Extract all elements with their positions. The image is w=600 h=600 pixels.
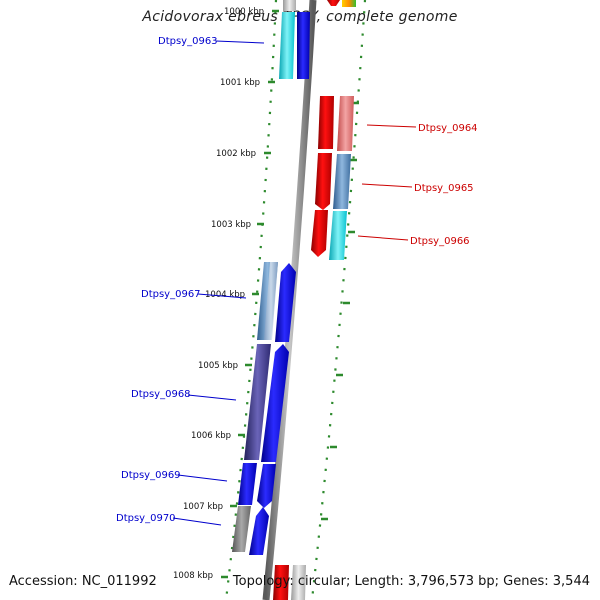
gene-0969-arrow — [257, 464, 276, 508]
gene-label-text: Dtpsy_0969 — [121, 470, 181, 481]
kbp-label: 1006 kbp — [191, 431, 231, 441]
gene-label-text: Dtpsy_0965 — [414, 183, 474, 194]
gene-label-text: Dtpsy_0968 — [131, 389, 191, 400]
gene-0965-track — [333, 154, 351, 209]
kbp-label: 1007 kbp — [183, 502, 223, 512]
gene-label-0969[interactable]: Dtpsy_0969 — [121, 470, 228, 482]
gene-0964-track — [337, 96, 354, 151]
gene-0968-arrow — [261, 344, 289, 462]
gene-0964-arrow — [318, 96, 334, 149]
kbp-label: 1003 kbp — [211, 220, 251, 230]
gene-feature — [283, 0, 296, 11]
gene-0965-arrow — [315, 153, 332, 210]
kbp-label: 1005 kbp — [198, 361, 238, 371]
gene-0966-track — [329, 211, 347, 260]
kbp-scale: 1000 kbp 1001 kbp 1002 kbp 1003 kbp 1004… — [173, 7, 279, 581]
outer-dotted-ring — [310, 0, 367, 600]
gene-0963-arrow — [297, 12, 310, 79]
gene-0963-cyan-track — [279, 12, 295, 79]
topology-text: Topology: circular; Length: 3,796,573 bp… — [232, 574, 590, 589]
kbp-label: 1004 kbp — [205, 290, 245, 300]
gene-label-text: Dtpsy_0970 — [116, 513, 176, 524]
gene-0969-track — [238, 463, 257, 505]
accession-text: Accession: NC_011992 — [9, 574, 157, 589]
gene-label-0963[interactable]: Dtpsy_0963 — [158, 36, 265, 47]
gene-label-0966[interactable]: Dtpsy_0966 — [357, 235, 470, 247]
gene-label-0967[interactable]: Dtpsy_0967 — [141, 289, 247, 300]
gene-label-0965[interactable]: Dtpsy_0965 — [361, 183, 474, 194]
gene-feature — [273, 565, 289, 600]
kbp-label: 1000 kbp — [224, 7, 264, 17]
kbp-label: 1002 kbp — [216, 149, 256, 159]
gene-label-0964[interactable]: Dtpsy_0964 — [366, 123, 478, 134]
gene-label-text: Dtpsy_0966 — [410, 236, 470, 247]
gene-label-text: Dtpsy_0967 — [141, 289, 201, 300]
gene-label-text: Dtpsy_0963 — [158, 36, 218, 47]
gene-0966-arrow — [311, 210, 328, 257]
kbp-label: 1008 kbp — [173, 571, 213, 581]
gene-feature — [291, 565, 306, 600]
gene-label-text: Dtpsy_0964 — [418, 123, 478, 134]
gene-0968-track — [244, 344, 271, 460]
kbp-label: 1001 kbp — [220, 78, 260, 88]
gene-0967-arrow — [275, 263, 296, 342]
gene-label-0968[interactable]: Dtpsy_0968 — [131, 389, 237, 401]
gene-0967-pale — [264, 262, 278, 340]
gene-0970-arrow — [249, 507, 269, 555]
gene-label-0970[interactable]: Dtpsy_0970 — [116, 513, 222, 526]
gene-feature — [342, 0, 356, 7]
gene-feature — [327, 0, 340, 6]
gene-0970-track — [232, 506, 251, 552]
